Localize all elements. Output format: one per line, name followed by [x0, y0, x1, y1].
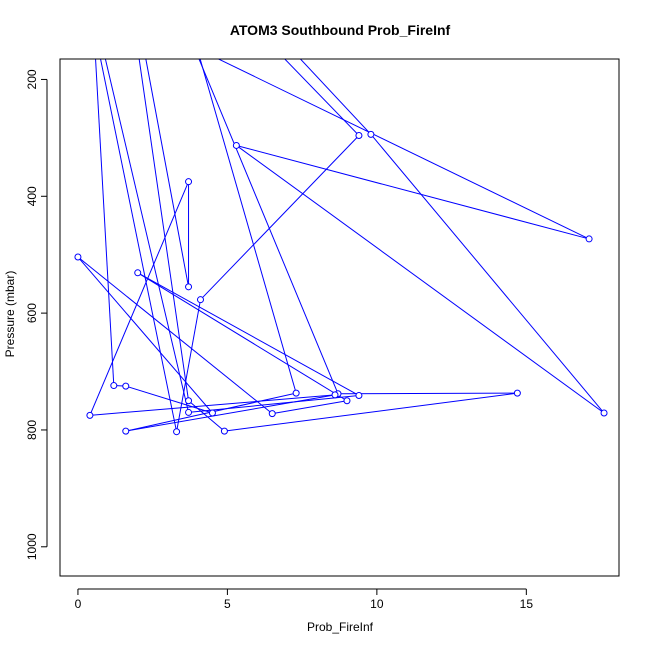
series-segment	[200, 135, 360, 301]
x-tick-label: 10	[370, 597, 384, 611]
data-point	[232, 141, 240, 149]
series-segment	[199, 59, 297, 394]
series-segment	[338, 392, 518, 395]
series-segment	[100, 59, 178, 432]
data-point	[292, 389, 300, 397]
data-point	[122, 427, 130, 435]
series-segment	[125, 394, 336, 432]
series-segment	[370, 134, 605, 414]
series-segment	[284, 59, 360, 136]
series-segment	[77, 256, 213, 414]
y-axis-label: Pressure (mbar)	[3, 271, 17, 358]
y-tick-label: 600	[25, 303, 39, 323]
series-segment	[95, 59, 115, 386]
series-lines	[77, 59, 605, 432]
data-point	[600, 409, 608, 417]
series-segment	[188, 400, 225, 432]
series-segment	[236, 145, 605, 414]
data-point	[86, 411, 94, 419]
series-segment	[176, 299, 201, 432]
y-tick-label: 1000	[25, 533, 39, 560]
data-point	[268, 410, 276, 418]
series-segment	[299, 59, 372, 135]
series-segment	[137, 272, 348, 402]
data-point	[122, 382, 130, 390]
x-tick-label: 0	[75, 597, 82, 611]
data-point	[196, 296, 204, 304]
series-segment	[89, 394, 336, 416]
chart-title: ATOM3 Southbound Prob_FireInf	[230, 22, 451, 38]
data-point	[208, 409, 216, 417]
plot-frame	[59, 58, 620, 577]
data-point	[220, 427, 228, 435]
data-point	[185, 408, 193, 416]
data-point	[331, 391, 339, 399]
x-tick-label: 5	[224, 597, 231, 611]
series-segment	[89, 181, 190, 416]
series-segment	[272, 400, 348, 415]
y-tick-label: 400	[25, 186, 39, 206]
series-segment	[138, 59, 190, 401]
series-points	[74, 130, 608, 436]
y-tick-label: 200	[25, 69, 39, 89]
series-segment	[188, 394, 359, 413]
y-axis: 200 400 600 800 1000	[25, 69, 48, 560]
data-point	[185, 283, 193, 291]
data-point	[585, 235, 593, 243]
series-segment	[236, 144, 590, 240]
data-point	[513, 389, 521, 397]
y-tick-label: 800	[25, 420, 39, 440]
data-point	[355, 132, 363, 140]
x-tick-label: 15	[520, 597, 534, 611]
x-axis-label: Prob_FireInf	[307, 620, 374, 634]
series-segment	[137, 272, 360, 396]
data-point	[355, 391, 363, 399]
series-segment	[217, 59, 590, 240]
data-point	[74, 253, 82, 261]
data-point	[134, 269, 142, 277]
data-point	[185, 178, 193, 186]
data-point	[110, 382, 118, 390]
series-segment	[224, 392, 518, 432]
x-axis: 0 5 10 15	[75, 588, 534, 611]
data-point	[367, 130, 375, 138]
series-segment	[145, 59, 190, 287]
data-point	[185, 397, 193, 405]
series-segment	[77, 256, 273, 414]
series-segment	[104, 59, 190, 413]
data-point	[173, 428, 181, 436]
data-point	[343, 397, 351, 405]
series-segment	[198, 59, 339, 394]
